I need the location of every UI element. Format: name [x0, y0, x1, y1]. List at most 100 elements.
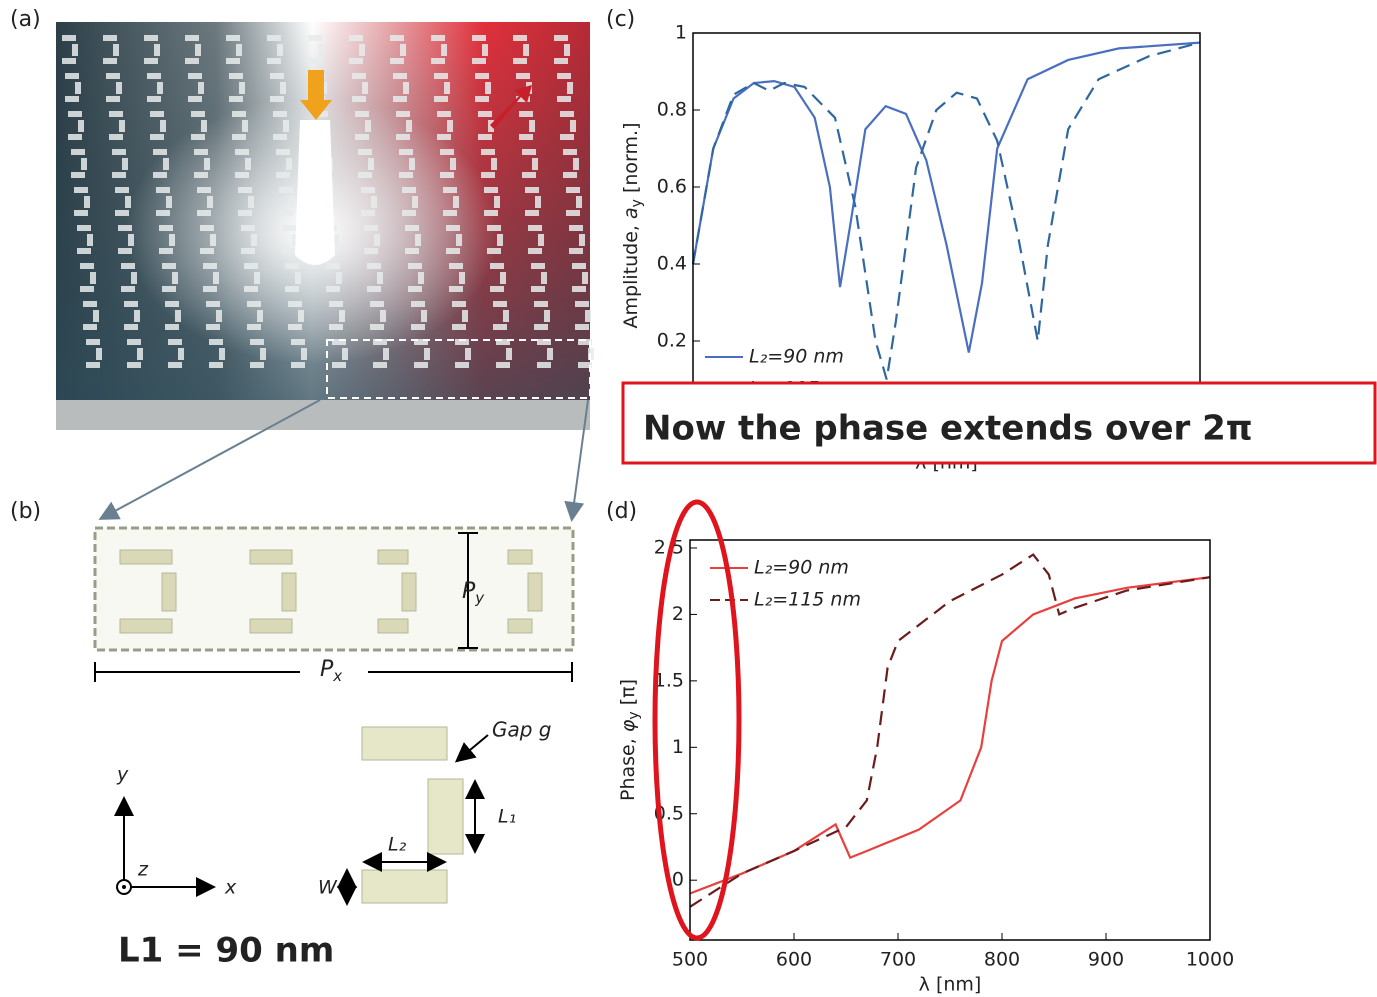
- nano-block: [528, 248, 542, 254]
- nano-block: [408, 263, 422, 269]
- x-tick-label: 1000: [1186, 949, 1234, 971]
- nano-block: [390, 58, 404, 64]
- nano-block: [352, 73, 366, 79]
- nano-block: [83, 301, 97, 307]
- data-line: [689, 576, 1211, 895]
- nano-block: [355, 134, 369, 140]
- nano-block: [282, 225, 296, 231]
- nano-block: [575, 324, 589, 330]
- nano-block: [121, 263, 135, 269]
- nano-block: [127, 339, 141, 345]
- nano-block: [156, 187, 170, 193]
- nano-block: [116, 82, 122, 94]
- nano-block: [124, 324, 138, 330]
- nano-block: [578, 339, 592, 345]
- subscript: y: [474, 589, 485, 607]
- nano-block: [485, 82, 491, 94]
- x-tick-label: 500: [672, 949, 708, 971]
- nano-block: [532, 158, 538, 170]
- nano-block: [226, 58, 240, 64]
- nano-block: [383, 348, 389, 360]
- label-part: a: [620, 207, 642, 219]
- width-label: W: [318, 877, 338, 899]
- nano-block: [396, 134, 410, 140]
- nano-block: [537, 339, 551, 345]
- nano-block: [86, 362, 100, 368]
- note: L1 = 90 nm: [118, 931, 334, 971]
- nano-block: [564, 44, 570, 56]
- nano-block: [481, 149, 495, 155]
- nano-block: [144, 35, 158, 41]
- nano-block: [283, 120, 289, 132]
- nano-block: [153, 172, 167, 178]
- nano-block: [449, 286, 463, 292]
- nano-block: [333, 234, 339, 246]
- nano-block: [68, 111, 82, 117]
- nano-block: [554, 58, 568, 64]
- nano-block: [276, 172, 290, 178]
- nano-block: [232, 134, 246, 140]
- nano-block: [118, 225, 132, 231]
- nano-block: [318, 44, 324, 56]
- nano-block: [122, 158, 128, 170]
- nano-block: [144, 58, 158, 64]
- y-tick-label: 2: [672, 603, 684, 625]
- nano-block: [493, 324, 507, 330]
- nano-block: [579, 234, 585, 246]
- nano-block: [96, 348, 102, 360]
- nano-block: [329, 301, 343, 307]
- nano-block: [393, 96, 407, 102]
- nano-block: [487, 225, 501, 231]
- nano-block: [455, 362, 469, 368]
- nano-block: [367, 263, 381, 269]
- nano-block: [560, 134, 574, 140]
- nano-block: [380, 310, 386, 322]
- nano-block: [585, 310, 591, 322]
- panel-label: (b): [10, 499, 41, 524]
- nano-block: [270, 73, 284, 79]
- nano-block: [373, 362, 387, 368]
- nano-block: [402, 210, 416, 216]
- y-tick-label: 1: [675, 22, 687, 44]
- nano-block: [525, 187, 539, 193]
- nano-block: [572, 263, 586, 269]
- nano-block: [534, 324, 548, 330]
- nano-block: [213, 272, 219, 284]
- nano-block: [80, 263, 94, 269]
- unit-cell-diagram: [93, 526, 575, 906]
- nano-block: [131, 272, 137, 284]
- x-axis-label: λ [nm]: [919, 974, 982, 996]
- nano-block: [308, 58, 322, 64]
- nano-block: [165, 324, 179, 330]
- nano-block: [573, 158, 579, 170]
- nano-block: [77, 225, 91, 231]
- nano-block: [462, 310, 468, 322]
- x-tick-label: 700: [880, 949, 916, 971]
- nano-block: [242, 120, 248, 132]
- nano-block: [557, 96, 571, 102]
- nano-block: [481, 172, 495, 178]
- y-tick-label: 0.6: [657, 176, 687, 198]
- nano-block: [566, 210, 580, 216]
- nano-block: [83, 324, 97, 330]
- nano-block: [368, 158, 374, 170]
- nano-block: [452, 301, 466, 307]
- nano-block: [484, 210, 498, 216]
- nano-block: [207, 196, 213, 208]
- nano-block: [490, 263, 504, 269]
- nano-block: [118, 248, 132, 254]
- data-line: [691, 41, 1201, 380]
- nano-block: [415, 234, 421, 246]
- nano-block: [566, 187, 580, 193]
- nano-block: [257, 310, 263, 322]
- nano-block: [270, 96, 284, 102]
- nano-block: [377, 272, 383, 284]
- panel-label: (a): [10, 7, 41, 32]
- nano-block: [411, 324, 425, 330]
- nano-block: [475, 73, 489, 79]
- symbol: P: [462, 579, 476, 604]
- nano-block: [109, 134, 123, 140]
- nano-block: [236, 44, 242, 56]
- nano-block: [156, 210, 170, 216]
- nano-block: [352, 96, 366, 102]
